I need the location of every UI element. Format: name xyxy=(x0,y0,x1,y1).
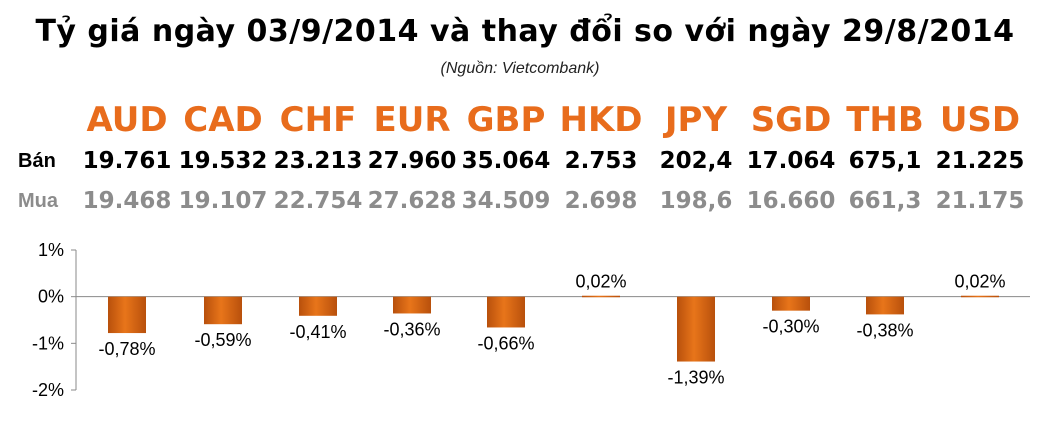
currency-code-chf: CHF xyxy=(279,100,357,140)
data-label-sgd: -0,30% xyxy=(762,317,819,337)
bar-gbp xyxy=(487,296,525,328)
data-label-thb: -0,38% xyxy=(856,320,913,340)
data-label-hkd: 0,02% xyxy=(575,272,626,292)
bar-eur xyxy=(393,296,431,314)
bar-jpy xyxy=(677,296,715,362)
data-label-gbp: -0,66% xyxy=(477,333,534,353)
bar-hkd xyxy=(582,295,620,298)
currency-code-sgd: SGD xyxy=(750,100,832,140)
bar-aud xyxy=(108,296,146,334)
currency-code-thb: THB xyxy=(846,100,924,140)
currency-code-hkd: HKD xyxy=(559,100,643,140)
buy-rate-eur: 27.628 xyxy=(367,188,457,214)
currency-code-jpy: JPY xyxy=(664,100,728,140)
source-note: (Nguồn: Vietcombank) xyxy=(440,60,600,77)
bar-thb xyxy=(866,296,904,315)
bar-usd xyxy=(961,295,999,298)
data-label-aud: -0,78% xyxy=(98,339,155,359)
buy-rate-jpy: 198,6 xyxy=(659,188,733,214)
data-label-cad: -0,59% xyxy=(194,330,251,350)
y-tick-label: 1% xyxy=(38,240,64,260)
buy-rate-chf: 22.754 xyxy=(273,188,363,214)
buy-rate-gbp: 34.509 xyxy=(461,188,551,214)
sell-rate-cad: 19.532 xyxy=(178,148,268,174)
sell-rate-eur: 27.960 xyxy=(367,148,457,174)
sell-rate-thb: 675,1 xyxy=(848,148,922,174)
chart-title: Tỷ giá ngày 03/9/2014 và thay đổi so với… xyxy=(35,14,1015,49)
buy-rate-sgd: 16.660 xyxy=(746,188,836,214)
sell-rate-jpy: 202,4 xyxy=(659,148,733,174)
y-tick-label: -1% xyxy=(32,333,64,353)
sell-rate-usd: 21.225 xyxy=(935,148,1025,174)
y-tick-label: 0% xyxy=(38,287,64,307)
data-label-jpy: -1,39% xyxy=(667,368,724,388)
data-label-chf: -0,41% xyxy=(289,322,346,342)
data-label-eur: -0,36% xyxy=(383,319,440,339)
sell-rate-sgd: 17.064 xyxy=(746,148,836,174)
currency-code-cad: CAD xyxy=(183,100,263,140)
buy-rate-aud: 19.468 xyxy=(82,188,172,214)
buy-row-label: Mua xyxy=(18,190,58,212)
bar-cad xyxy=(204,296,242,325)
buy-rate-usd: 21.175 xyxy=(935,188,1025,214)
sell-rate-hkd: 2.753 xyxy=(564,148,638,174)
sell-rate-gbp: 35.064 xyxy=(461,148,551,174)
buy-rate-thb: 661,3 xyxy=(848,188,922,214)
bar-sgd xyxy=(772,296,810,311)
bar-chf xyxy=(299,296,337,316)
data-label-usd: 0,02% xyxy=(954,272,1005,292)
sell-rate-aud: 19.761 xyxy=(82,148,172,174)
sell-row-label: Bán xyxy=(18,150,56,172)
buy-rate-hkd: 2.698 xyxy=(564,188,638,214)
currency-code-eur: EUR xyxy=(373,100,451,140)
y-tick-label: -2% xyxy=(32,380,64,400)
sell-rate-chf: 23.213 xyxy=(273,148,363,174)
currency-code-gbp: GBP xyxy=(466,100,546,140)
currency-code-usd: USD xyxy=(939,100,1021,140)
currency-code-aud: AUD xyxy=(86,100,168,140)
buy-rate-cad: 19.107 xyxy=(178,188,268,214)
